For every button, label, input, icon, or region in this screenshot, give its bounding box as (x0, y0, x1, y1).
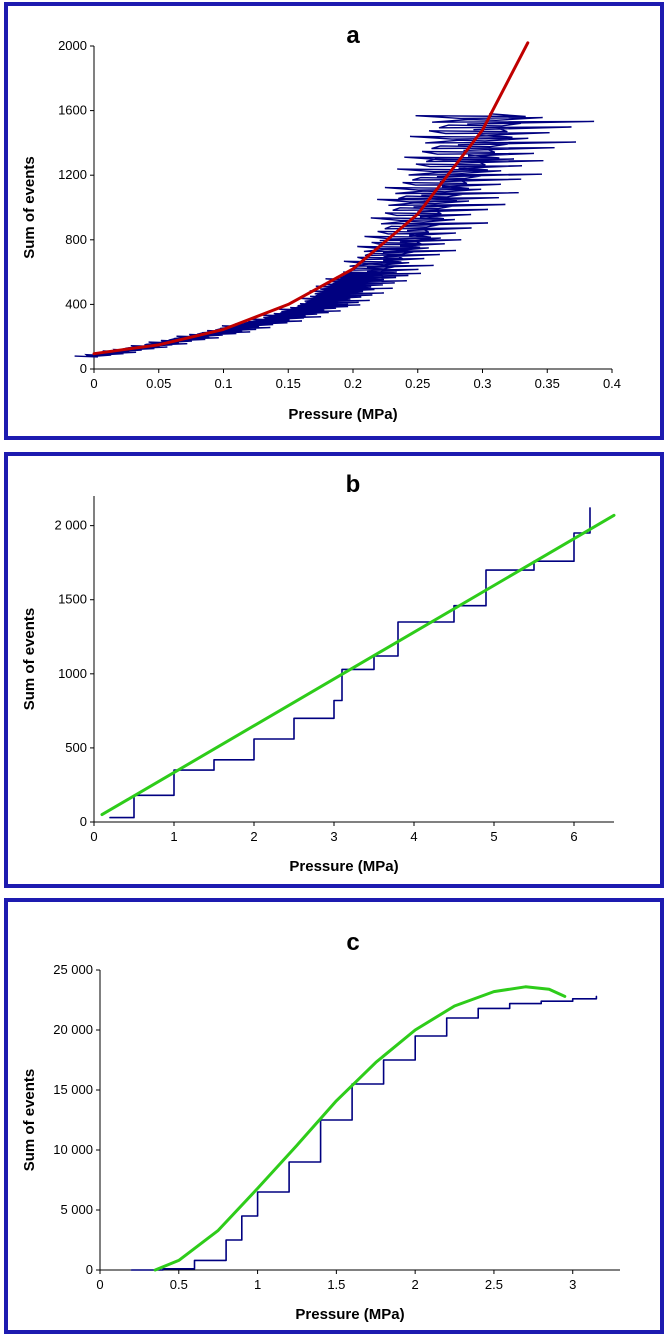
x-tick-label: 0.35 (535, 376, 560, 391)
y-tick-label: 1200 (58, 167, 87, 182)
x-tick-label: 0.4 (603, 376, 621, 391)
y-tick-label: 1000 (58, 666, 87, 681)
x-tick-label: 0 (96, 1277, 103, 1292)
y-tick-label: 2000 (58, 38, 87, 53)
y-tick-label: 25 000 (53, 962, 93, 977)
x-tick-label: 0.05 (146, 376, 171, 391)
chart-panel-a: a 0 0.05 0.1 0.15 0.2 0.25 0.3 0.35 0.4 0 400 800 120… (4, 2, 664, 440)
y-axis-label: Sum of events (21, 608, 38, 711)
fit-curve-line (153, 985, 567, 1272)
x-axis-label: Pressure (MPa) (295, 1306, 404, 1323)
y-axis-label: Sum of events (21, 1069, 38, 1172)
chart-panel-b: b 0 1 2 3 4 5 6 0 500 1000 1500 2 000 Pressure (MPa) S… (4, 452, 664, 888)
x-tick-label: 0 (90, 376, 97, 391)
x-tick-label: 5 (490, 829, 497, 844)
y-tick-label: 400 (65, 296, 87, 311)
x-tick-label: 1.5 (327, 1277, 345, 1292)
chart-panel-c: c 0 0.5 1 1.5 2 2.5 3 0 5 000 10 000 15 000 20 000 25… (4, 898, 664, 1334)
x-tick-label: 3 (330, 829, 337, 844)
x-tick-label: 0.15 (276, 376, 301, 391)
y-tick-label: 800 (65, 232, 87, 247)
y-axis-label: Sum of events (21, 156, 38, 259)
x-tick-label: 2 (250, 829, 257, 844)
x-tick-label: 6 (570, 829, 577, 844)
chart-title: b (346, 471, 361, 498)
x-tick-label: 0.1 (214, 376, 232, 391)
chart-a: a 0 0.05 0.1 0.15 0.2 0.25 0.3 0.35 0.4 0 400 800 120… (21, 22, 621, 423)
x-tick-label: 4 (410, 829, 417, 844)
x-tick-label: 0.3 (473, 376, 491, 391)
y-tick-label: 0 (80, 814, 87, 829)
x-tick-label: 0.2 (344, 376, 362, 391)
y-tick-label: 2 000 (54, 518, 87, 533)
y-tick-label: 5 000 (60, 1202, 93, 1217)
y-tick-label: 10 000 (53, 1142, 93, 1157)
x-tick-label: 1 (254, 1277, 261, 1292)
fit-curve-line (92, 41, 530, 356)
x-tick-label: 2 (412, 1277, 419, 1292)
chart-title: a (346, 22, 360, 49)
x-tick-label: 1 (170, 829, 177, 844)
y-tick-label: 1600 (58, 103, 87, 118)
y-tick-label: 0 (80, 361, 87, 376)
y-tick-label: 15 000 (53, 1082, 93, 1097)
y-tick-label: 20 000 (53, 1022, 93, 1037)
x-tick-label: 0.5 (170, 1277, 188, 1292)
data-series-line (74, 113, 595, 358)
fit-curve-line (100, 513, 616, 817)
y-tick-label: 0 (86, 1262, 93, 1277)
x-tick-label: 2.5 (485, 1277, 503, 1292)
y-tick-label: 500 (65, 740, 87, 755)
chart-title: c (346, 929, 359, 956)
data-series-line (109, 507, 591, 819)
x-tick-label: 3 (569, 1277, 576, 1292)
chart-b: b 0 1 2 3 4 5 6 0 500 1000 1500 2 000 Pressure (MPa) S… (21, 471, 616, 875)
x-axis-label: Pressure (MPa) (289, 858, 398, 875)
x-axis-label: Pressure (MPa) (288, 406, 397, 423)
x-tick-label: 0 (90, 829, 97, 844)
data-series-line (130, 995, 598, 1271)
x-tick-label: 0.25 (405, 376, 430, 391)
y-tick-label: 1500 (58, 592, 87, 607)
chart-c: c 0 0.5 1 1.5 2 2.5 3 0 5 000 10 000 15 000 20 000 25… (21, 929, 620, 1323)
